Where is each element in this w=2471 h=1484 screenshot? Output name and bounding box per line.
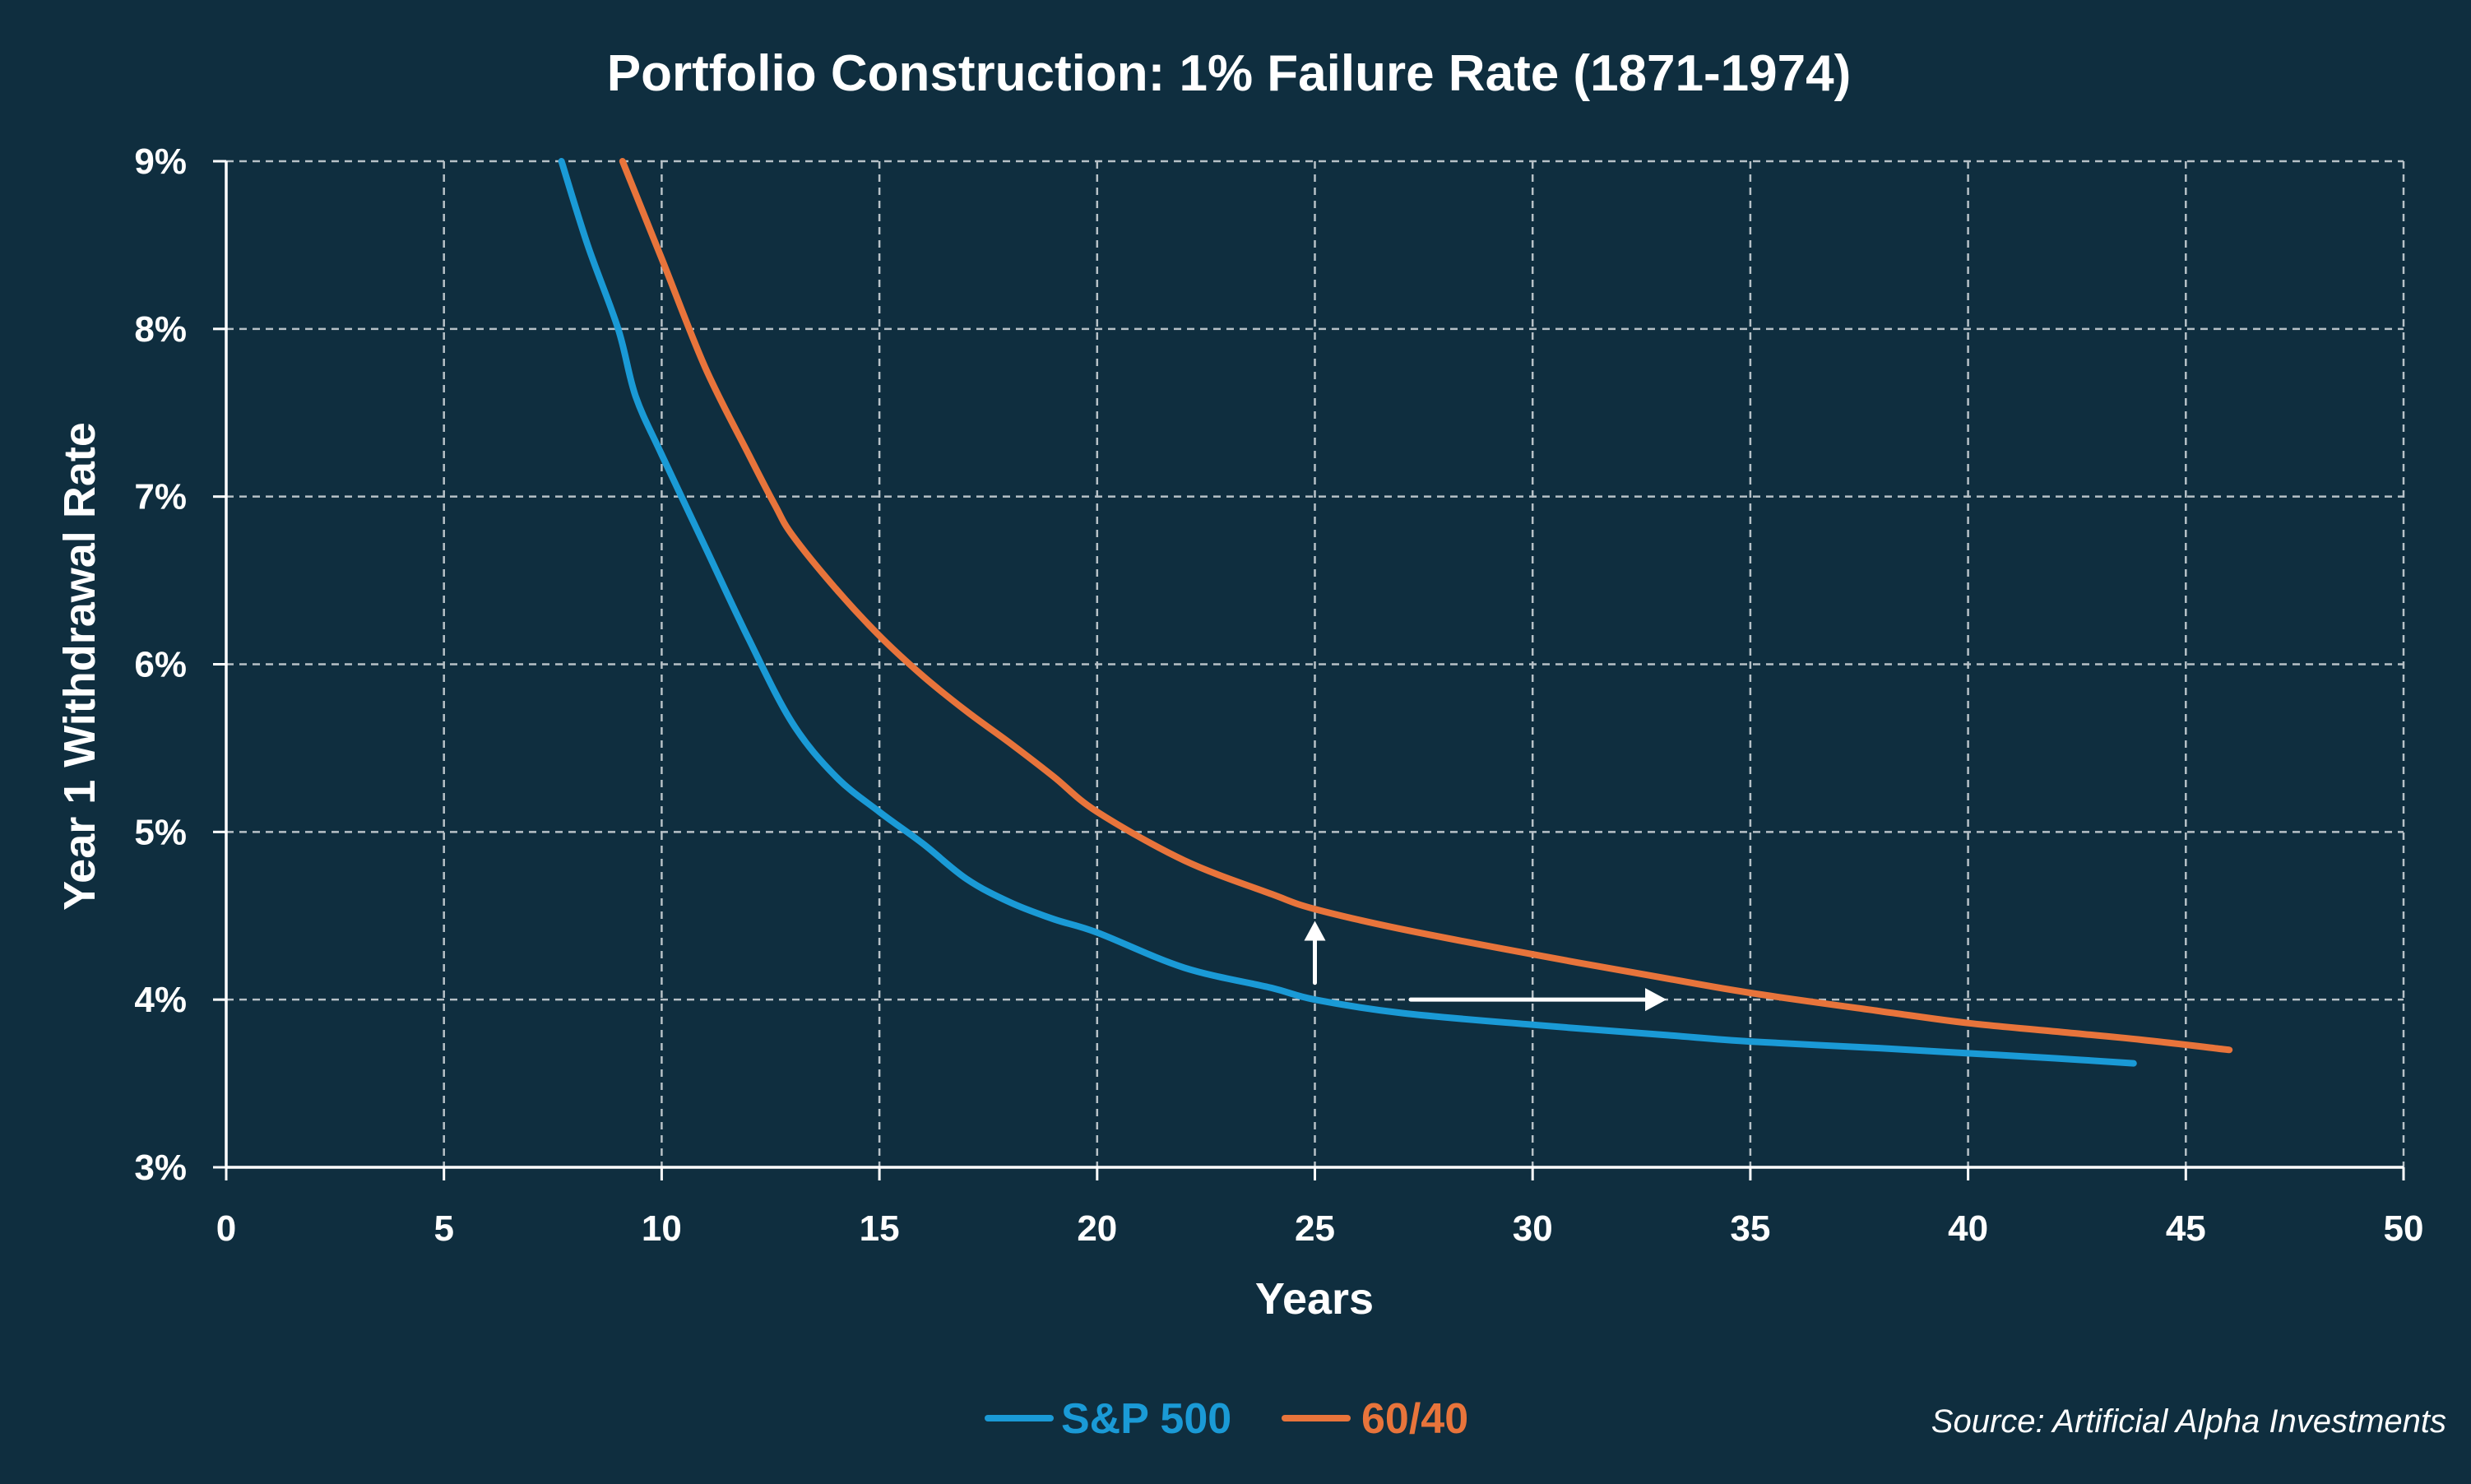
x-tick-label: 45 [2166, 1208, 2206, 1249]
series-line-60-40 [619, 158, 2233, 1054]
series-line-s-p-500 [558, 158, 2137, 1067]
y-tick-label: 6% [134, 645, 187, 685]
grid [226, 160, 2405, 1167]
y-tick-label: 4% [134, 980, 187, 1020]
legend-label-60-40: 60/40 [1361, 1395, 1468, 1443]
x-tick-label: 25 [1295, 1208, 1335, 1249]
x-tick-labels: 0 5 10 15 20 25 30 35 40 45 50 [216, 1208, 2424, 1249]
x-tick-label: 5 [433, 1208, 453, 1249]
x-tick-label: 20 [1077, 1208, 1117, 1249]
y-tick-label: 3% [134, 1148, 187, 1188]
x-tick-label: 15 [860, 1208, 900, 1249]
y-tick-label: 8% [134, 309, 187, 350]
source-note: Source: Artificial Alpha Investments [1931, 1403, 2446, 1440]
x-axis-label: Years [1255, 1274, 1374, 1324]
chart-title: Portfolio Construction: 1% Failure Rate … [607, 45, 1851, 102]
legend: S&P 500 60/40 [985, 1395, 1468, 1443]
axes [213, 160, 2405, 1180]
y-axis-label: Year 1 Withdrawal Rate [55, 422, 104, 911]
x-tick-label: 40 [1948, 1208, 1988, 1249]
x-tick-label: 35 [1730, 1208, 1770, 1249]
y-tick-label: 7% [134, 477, 187, 517]
y-tick-label: 9% [134, 141, 187, 182]
legend-label-s-p-500: S&P 500 [1061, 1395, 1231, 1443]
arrow-right-icon [1645, 988, 1667, 1012]
arrow-up-icon [1304, 921, 1326, 941]
x-tick-label: 0 [216, 1208, 236, 1249]
x-tick-label: 30 [1513, 1208, 1553, 1249]
y-tick-label: 5% [134, 812, 187, 852]
y-tick-labels: 3% 4% 5% 6% 7% 8% 9% [134, 141, 187, 1188]
x-tick-label: 10 [642, 1208, 682, 1249]
annotation-arrows [1304, 921, 1667, 1012]
x-tick-label: 50 [2384, 1208, 2424, 1249]
series-lines [558, 158, 2233, 1067]
